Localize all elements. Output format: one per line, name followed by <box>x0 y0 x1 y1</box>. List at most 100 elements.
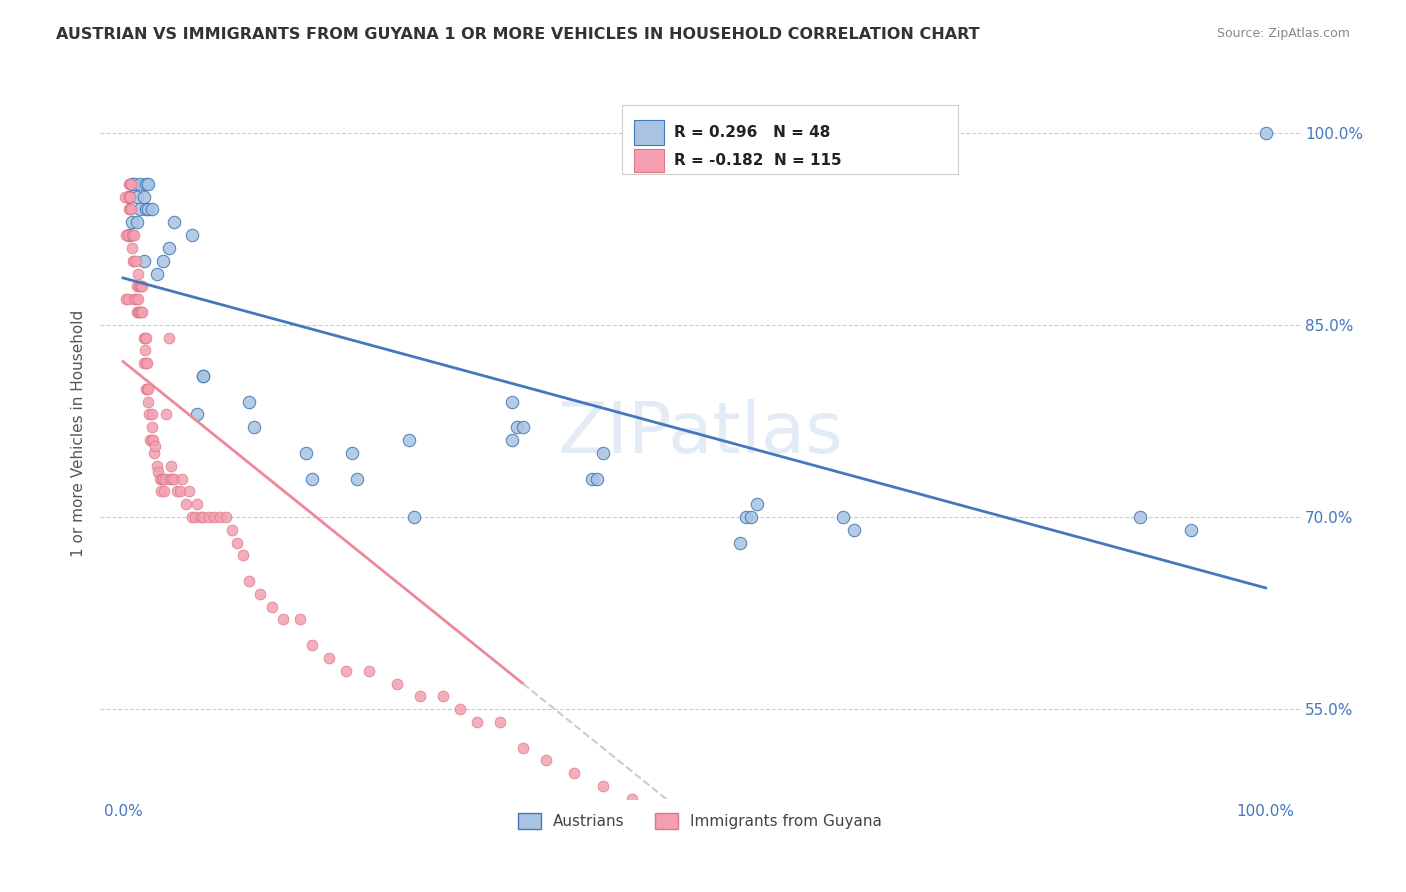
Point <box>120 177 142 191</box>
Point <box>260 599 283 614</box>
Point <box>501 394 523 409</box>
Point <box>124 253 146 268</box>
Point <box>124 292 146 306</box>
Point <box>1254 126 1277 140</box>
Point <box>534 753 557 767</box>
Point <box>512 740 534 755</box>
Point <box>142 433 165 447</box>
Point <box>197 510 219 524</box>
Point <box>226 535 249 549</box>
Point <box>148 465 170 479</box>
Point <box>141 202 163 217</box>
Point <box>131 305 153 319</box>
Point <box>432 690 454 704</box>
Text: AUSTRIAN VS IMMIGRANTS FROM GUYANA 1 OR MORE VEHICLES IN HOUSEHOLD CORRELATION C: AUSTRIAN VS IMMIGRANTS FROM GUYANA 1 OR … <box>56 27 980 42</box>
Point <box>125 189 148 203</box>
Point <box>191 510 214 524</box>
Point <box>288 612 311 626</box>
Point <box>136 356 159 370</box>
Point <box>148 471 170 485</box>
Point <box>398 433 420 447</box>
Point <box>135 330 157 344</box>
Point <box>127 267 149 281</box>
Point <box>271 612 294 626</box>
Point <box>186 408 208 422</box>
Point <box>129 202 152 217</box>
Point <box>122 253 145 268</box>
Point <box>844 523 866 537</box>
Point <box>138 408 160 422</box>
Point <box>163 471 186 485</box>
Point <box>146 458 169 473</box>
Point <box>136 382 159 396</box>
Point <box>157 241 180 255</box>
Point <box>132 253 155 268</box>
Text: ZIPatlas: ZIPatlas <box>557 400 842 468</box>
Point <box>506 420 529 434</box>
Point <box>717 855 740 870</box>
Point <box>121 241 143 255</box>
Point <box>128 305 150 319</box>
Point <box>124 292 146 306</box>
Point <box>180 228 202 243</box>
Point <box>581 471 603 485</box>
Point <box>129 177 152 191</box>
Point <box>409 690 432 704</box>
Point <box>121 177 143 191</box>
Point <box>141 408 163 422</box>
Point <box>295 446 318 460</box>
Point <box>728 535 751 549</box>
Point <box>129 279 152 293</box>
Point <box>152 471 174 485</box>
Point <box>128 279 150 293</box>
Point <box>136 177 159 191</box>
Point <box>135 382 157 396</box>
Point <box>340 446 363 460</box>
Point <box>209 510 232 524</box>
Point <box>191 369 214 384</box>
Point <box>172 471 194 485</box>
Point <box>734 510 756 524</box>
Point <box>465 714 488 729</box>
Point <box>346 471 368 485</box>
Point <box>238 394 260 409</box>
Point <box>301 471 323 485</box>
FancyBboxPatch shape <box>621 105 957 175</box>
Point <box>125 215 148 229</box>
Point <box>179 484 201 499</box>
Point <box>301 638 323 652</box>
Point <box>357 664 380 678</box>
Point <box>124 228 146 243</box>
Point <box>512 420 534 434</box>
Point <box>155 471 177 485</box>
Point <box>489 714 512 729</box>
Point <box>190 510 212 524</box>
Point <box>135 202 157 217</box>
Point <box>118 202 141 217</box>
Point <box>620 792 643 806</box>
Point <box>142 446 165 460</box>
Bar <box>634 120 664 145</box>
Point <box>184 510 207 524</box>
Point <box>404 510 426 524</box>
Point <box>150 471 173 485</box>
Point <box>121 215 143 229</box>
Point <box>115 292 138 306</box>
Point <box>146 267 169 281</box>
Point <box>1129 510 1152 524</box>
Point <box>117 228 139 243</box>
Point <box>180 510 202 524</box>
Point <box>136 394 159 409</box>
Point <box>564 766 586 780</box>
Point <box>143 440 166 454</box>
Point <box>166 484 188 499</box>
Point <box>136 382 159 396</box>
Point <box>832 510 855 524</box>
Point <box>169 484 191 499</box>
Point <box>118 177 141 191</box>
Point <box>121 228 143 243</box>
Point <box>141 420 163 434</box>
Point <box>592 779 614 793</box>
Point <box>115 228 138 243</box>
Point <box>141 433 163 447</box>
